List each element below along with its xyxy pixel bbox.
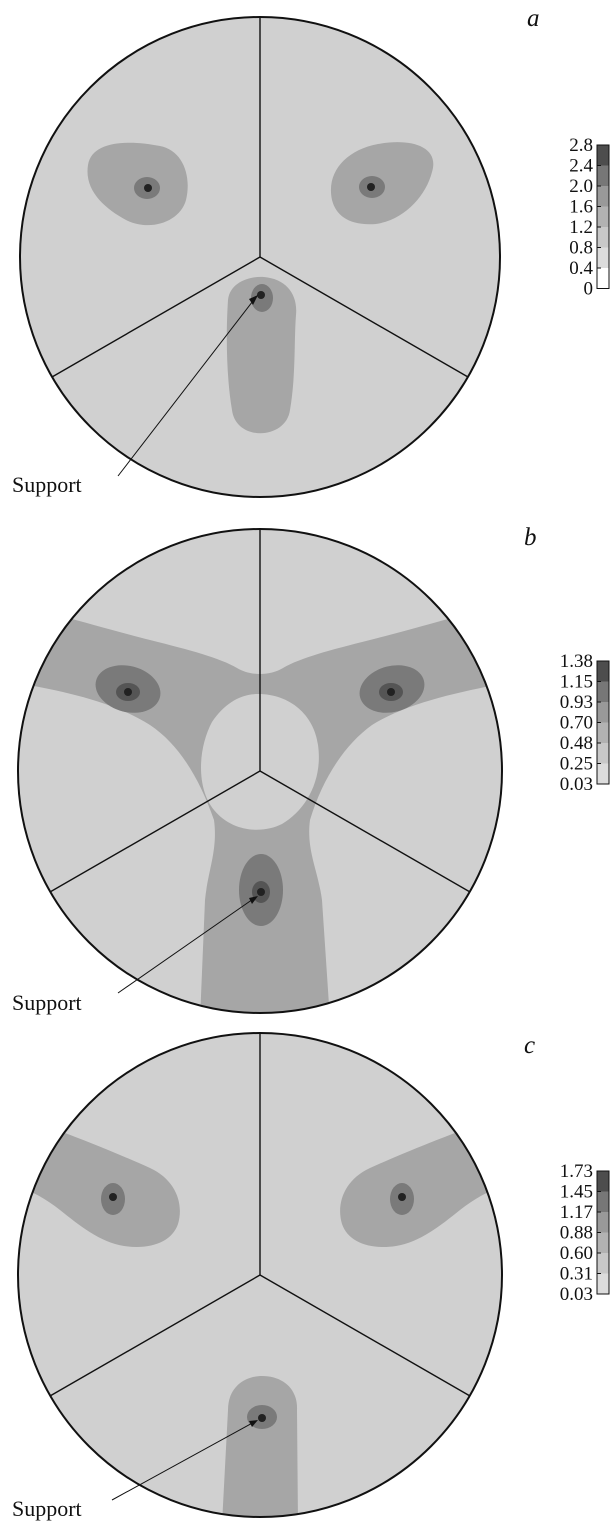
support-arrow-a xyxy=(117,296,257,477)
colorbar-tick-label: 1.6 xyxy=(569,197,593,218)
colorbar-tick-label: 0.93 xyxy=(560,692,593,713)
colorbar-segment xyxy=(597,206,609,227)
colorbar-segment xyxy=(597,165,609,186)
sector-line-a-right xyxy=(259,256,469,378)
contour-core-c-left xyxy=(109,1193,117,1201)
colorbar-tick-label: 0.60 xyxy=(560,1243,593,1264)
colorbar-tick-label: 0.8 xyxy=(569,238,593,259)
support-arrow-c xyxy=(111,1420,257,1501)
contour-core-a-left xyxy=(144,184,152,192)
stress-field-b xyxy=(18,529,502,1013)
colorbar-segment xyxy=(597,681,609,702)
colorbar-a: 2.82.42.01.61.20.80.40 xyxy=(569,135,610,300)
plate-outline-c xyxy=(17,1032,503,1518)
support-label-b: Support xyxy=(12,990,82,1015)
panel-c: c Support 1.731.451.170.880.600.310.03 xyxy=(12,1032,610,1521)
support-label-a: Support xyxy=(12,472,82,497)
colorbar-segment xyxy=(597,661,609,682)
contour-core-b-right xyxy=(387,688,395,696)
contour-zone-a-bottom xyxy=(226,276,297,434)
contour-core-c-right xyxy=(398,1193,406,1201)
stress-field-a xyxy=(20,17,500,497)
colorbar-tick-label: 0.25 xyxy=(560,754,593,775)
colorbar-tick-label: 0.03 xyxy=(560,774,593,795)
contour-core-a-bottom xyxy=(257,291,265,299)
panel-b: b Support 1.381.150.930.700.480 xyxy=(12,524,610,1015)
colorbar-segment xyxy=(597,1273,609,1294)
colorbar-tick-label: 1.2 xyxy=(569,217,593,238)
colorbar-tick-label: 0.31 xyxy=(560,1264,593,1285)
plate-outline-a xyxy=(19,16,501,498)
colorbar-segment xyxy=(597,145,609,166)
colorbar-tick-label: 0.48 xyxy=(560,733,593,754)
colorbar-frame xyxy=(596,144,610,289)
colorbar-segment xyxy=(597,702,609,723)
colorbar-segment xyxy=(597,743,609,764)
colorbar-segment xyxy=(597,1232,609,1253)
support-label-c: Support xyxy=(12,1496,82,1521)
support-arrowhead-a xyxy=(249,295,258,305)
colorbar-segment xyxy=(597,1191,609,1212)
colorbar-segment xyxy=(597,722,609,743)
sector-line-c-left xyxy=(49,1274,261,1397)
contour-core-b-bottom xyxy=(257,888,265,896)
colorbar-segment xyxy=(597,763,609,784)
sector-line-c-right xyxy=(259,1274,471,1397)
sector-line-b-right xyxy=(259,770,471,893)
colorbar-tick-label: 1.15 xyxy=(560,672,593,693)
colorbar-segment xyxy=(597,268,609,289)
support-arrowhead-b xyxy=(249,896,258,904)
colorbar-segment xyxy=(597,227,609,248)
colorbar-tick-label: 1.45 xyxy=(560,1182,593,1203)
colorbar-tick-label: 1.38 xyxy=(560,651,593,672)
plate-outline-b xyxy=(17,528,503,1014)
colorbar-tick-label: 0.88 xyxy=(560,1223,593,1244)
sector-line-a-left xyxy=(51,256,261,378)
colorbar-tick-label: 0 xyxy=(584,279,594,300)
contour-core-c-bottom xyxy=(258,1414,266,1422)
colorbar-tick-label: 0.70 xyxy=(560,713,593,734)
colorbar-segment xyxy=(597,247,609,268)
colorbar-segment xyxy=(597,1171,609,1192)
colorbar-tick-label: 2.0 xyxy=(569,176,593,197)
colorbar-c: 1.731.451.170.880.600.310.03 xyxy=(560,1161,610,1305)
colorbar-tick-label: 1.17 xyxy=(560,1202,593,1223)
colorbar-tick-label: 0.03 xyxy=(560,1284,593,1305)
panel-letter-a: a xyxy=(527,5,540,32)
panel-letter-b: b xyxy=(524,524,537,551)
contour-core-a-right xyxy=(367,183,375,191)
colorbar-segment xyxy=(597,186,609,207)
colorbar-segment xyxy=(597,1212,609,1233)
colorbar-segment xyxy=(597,1253,609,1274)
colorbar-tick-label: 0.4 xyxy=(569,258,593,279)
colorbar-tick-label: 1.73 xyxy=(560,1161,593,1182)
contour-zone-c-bottom xyxy=(222,1376,298,1517)
support-arrowhead-c xyxy=(249,1420,258,1427)
panel-letter-c: c xyxy=(524,1032,535,1059)
colorbar-tick-label: 2.8 xyxy=(569,135,593,156)
contour-core-b-left xyxy=(124,688,132,696)
colorbar-b: 1.381.150.930.700.480.250.03 xyxy=(560,651,610,795)
panel-a: a Support 2.82.42.01.61.20.80.40 xyxy=(12,5,610,498)
stress-field-c xyxy=(18,1033,502,1517)
colorbar-tick-label: 2.4 xyxy=(569,156,593,177)
support-arrow-b xyxy=(117,896,257,994)
sector-line-b-left xyxy=(49,770,261,893)
